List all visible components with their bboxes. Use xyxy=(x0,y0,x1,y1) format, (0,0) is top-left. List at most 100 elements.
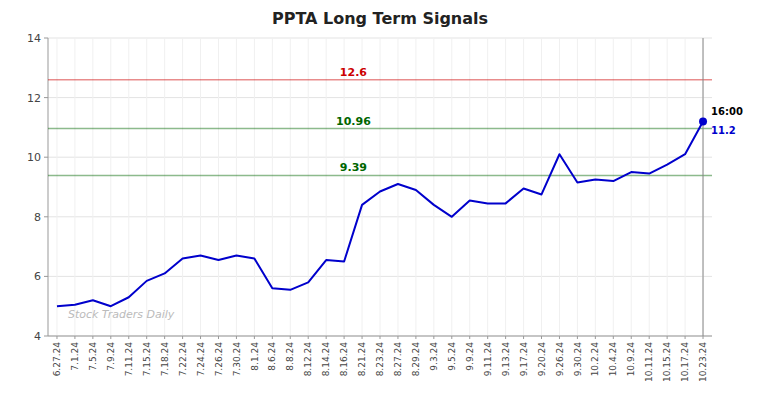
x-tick-label: 8.1.24 xyxy=(250,342,260,371)
x-tick-label: 8.27.24 xyxy=(393,342,403,377)
x-tick xyxy=(380,336,381,339)
grid-line-x xyxy=(218,38,219,336)
y-tick-label: 14 xyxy=(27,32,41,45)
x-tick-label: 7.11.24 xyxy=(124,342,134,377)
grid-line-x xyxy=(649,38,650,336)
grid-line-x xyxy=(236,38,237,336)
grid-line-x xyxy=(56,38,57,336)
title: PPTA Long Term Signals xyxy=(272,9,488,28)
x-tick xyxy=(326,336,327,339)
x-tick xyxy=(218,336,219,339)
y-tick-label: 6 xyxy=(34,270,41,283)
grid-line-x xyxy=(559,38,560,336)
grid-line-x xyxy=(595,38,596,336)
x-tick xyxy=(433,336,434,339)
x-tick xyxy=(92,336,93,339)
grid-line-x xyxy=(362,38,363,336)
y-tick xyxy=(44,157,48,158)
reference-label: 10.96 xyxy=(336,115,371,128)
watermark: Stock Traders Daily xyxy=(68,308,175,321)
y-tick xyxy=(44,336,48,337)
x-tick-label: 7.1.24 xyxy=(70,342,80,371)
grid-line-x xyxy=(523,38,524,336)
grid-line-x xyxy=(451,38,452,336)
x-tick xyxy=(541,336,542,339)
x-tick xyxy=(272,336,273,339)
x-tick-label: 10.9.24 xyxy=(626,342,636,377)
x-tick-label: 9.17.24 xyxy=(519,342,529,377)
grid-line-x xyxy=(667,38,668,336)
annotations: 12.610.969.3916:0011.2 xyxy=(336,66,743,175)
x-tick-label: 8.14.24 xyxy=(321,342,331,377)
x-tick-label: 8.29.24 xyxy=(411,342,421,377)
grid-line-x xyxy=(685,38,686,336)
y-tick xyxy=(44,216,48,217)
x-tick xyxy=(200,336,201,339)
x-tick-label: 7.22.24 xyxy=(178,342,188,377)
x-tick xyxy=(649,336,650,339)
grid-line-x xyxy=(541,38,542,336)
grid-line-x xyxy=(469,38,470,336)
x-tick-label: 7.18.24 xyxy=(160,342,170,377)
grid-line-x xyxy=(164,38,165,336)
reference-label: 9.39 xyxy=(340,161,367,174)
x-tick-label: 7.9.24 xyxy=(106,342,116,371)
x-tick-label: 10.15.24 xyxy=(662,342,672,382)
x-tick xyxy=(290,336,291,339)
x-tick-label: 7.24.24 xyxy=(196,342,206,377)
x-tick xyxy=(577,336,578,339)
x-tick xyxy=(415,336,416,339)
last-point xyxy=(699,117,707,125)
x-tick xyxy=(308,336,309,339)
last-point-line xyxy=(703,38,704,336)
grid-line-x xyxy=(200,38,201,336)
y-tick-label: 12 xyxy=(27,92,41,105)
x-tick-label: 10.2.24 xyxy=(591,342,601,377)
grid-line-x xyxy=(397,38,398,336)
last-value-label: 11.2 xyxy=(711,125,736,136)
x-tick xyxy=(362,336,363,339)
x-tick xyxy=(487,336,488,339)
grid-line-x xyxy=(308,38,309,336)
x-tick xyxy=(74,336,75,339)
x-tick-label: 8.23.24 xyxy=(375,342,385,377)
grid-line-x xyxy=(110,38,111,336)
grid-line-x xyxy=(344,38,345,336)
x-tick xyxy=(613,336,614,339)
grid-line-x xyxy=(577,38,578,336)
x-tick xyxy=(164,336,165,339)
plot-area xyxy=(48,38,712,336)
grid-line-x xyxy=(74,38,75,336)
reference-line xyxy=(48,79,712,81)
y-tick xyxy=(44,38,48,39)
x-tick xyxy=(505,336,506,339)
x-tick-label: 9.13.24 xyxy=(501,342,511,377)
grid-line-x xyxy=(182,38,183,336)
grid-line-x xyxy=(272,38,273,336)
x-tick-label: 10.17.24 xyxy=(680,342,690,382)
grid-line-x xyxy=(128,38,129,336)
x-tick-label: 8.21.24 xyxy=(357,342,367,377)
x-tick xyxy=(469,336,470,339)
x-tick-label: 6.27.24 xyxy=(52,342,62,377)
grid-line-x xyxy=(487,38,488,336)
grid-line-x xyxy=(254,38,255,336)
x-tick-label: 9.20.24 xyxy=(537,342,547,377)
x-tick xyxy=(236,336,237,339)
x-tick-label: 8.6.24 xyxy=(267,342,277,371)
x-tick xyxy=(667,336,668,339)
x-tick-label: 8.16.24 xyxy=(339,342,349,377)
x-tick-label: 9.9.24 xyxy=(465,342,475,371)
y-axis-line xyxy=(48,38,49,336)
x-tick xyxy=(56,336,57,339)
x-tick-label: 10.4.24 xyxy=(608,342,618,377)
x-tick xyxy=(128,336,129,339)
x-tick-label: 7.15.24 xyxy=(142,342,152,377)
x-tick xyxy=(595,336,596,339)
axes: 4681012146.27.247.1.247.5.247.9.247.11.2… xyxy=(27,32,712,382)
y-tick-label: 10 xyxy=(27,151,41,164)
x-tick xyxy=(631,336,632,339)
x-tick-label: 10.11.24 xyxy=(644,342,654,382)
x-tick xyxy=(523,336,524,339)
x-tick xyxy=(685,336,686,339)
